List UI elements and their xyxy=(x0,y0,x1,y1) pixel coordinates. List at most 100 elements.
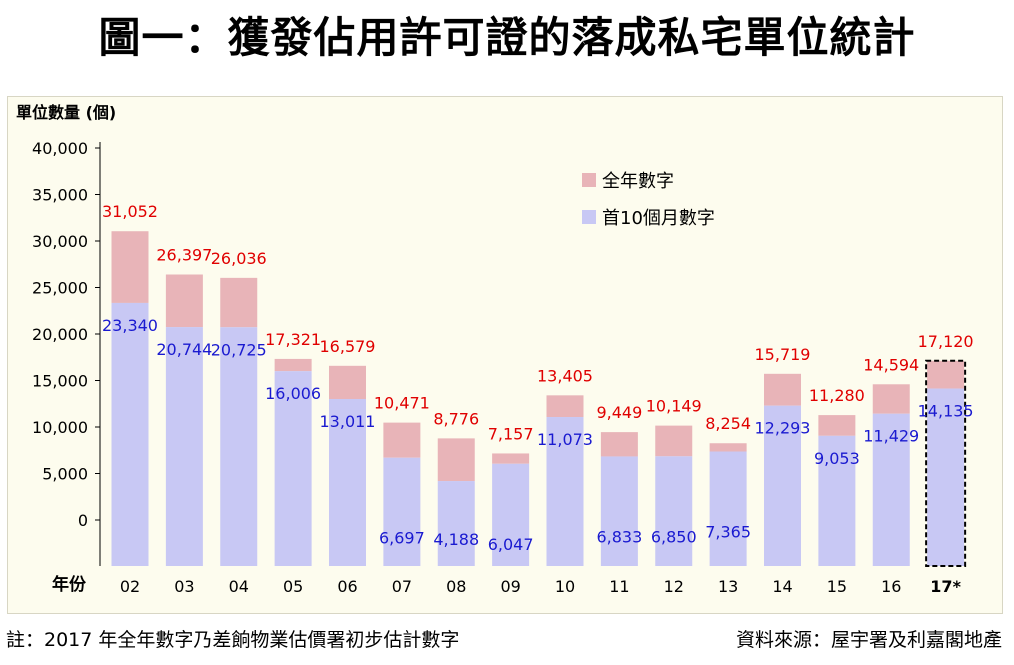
data-label-first-10-months: 13,011 xyxy=(320,412,376,431)
data-label-first-10-months: 12,293 xyxy=(755,419,811,438)
legend-swatch-full-year xyxy=(582,173,596,187)
bar-first-10-months xyxy=(927,388,965,566)
legend-label-first-10-months: 首10個月數字 xyxy=(602,208,715,229)
bar-first-10-months xyxy=(165,327,203,566)
x-axis-label: 年份 xyxy=(52,574,87,595)
y-tick-label: 5,000 xyxy=(42,465,88,484)
estimate-outline xyxy=(925,359,967,567)
data-label-full-year: 10,471 xyxy=(374,394,430,413)
x-tick-label: 17* xyxy=(930,577,961,596)
x-tick-label: 08 xyxy=(446,577,466,596)
bar-first-10-months xyxy=(709,451,747,566)
bar-full-year xyxy=(437,438,475,482)
x-tick-label: 09 xyxy=(500,577,520,596)
x-tick-label: 15 xyxy=(827,577,847,596)
data-label-full-year: 26,397 xyxy=(156,246,212,265)
x-tick-label: 04 xyxy=(229,577,249,596)
data-label-full-year: 31,052 xyxy=(102,202,158,221)
stacked-bar-chart: 單位數量 (個) 0 5,000 10,000 15,000 20,000 25,000 30… xyxy=(16,103,974,596)
y-tick-label: 15,000 xyxy=(32,372,88,391)
bar-full-year xyxy=(274,358,312,372)
x-tick-label: 13 xyxy=(718,577,738,596)
y-tick-label: 10,000 xyxy=(32,418,88,437)
y-tick-label: 30,000 xyxy=(32,232,88,251)
x-tick-label: 03 xyxy=(174,577,194,596)
x-tick-label: 10 xyxy=(555,577,575,596)
bar-first-10-months xyxy=(111,302,149,566)
bar-full-year xyxy=(383,422,421,458)
bar-first-10-months xyxy=(818,435,856,566)
y-tick-label: 40,000 xyxy=(32,139,88,158)
data-label-full-year: 7,157 xyxy=(488,424,534,443)
data-label-full-year: 17,120 xyxy=(918,332,974,351)
bar-full-year xyxy=(546,395,584,418)
data-label-full-year: 8,254 xyxy=(705,414,751,433)
data-label-first-10-months: 4,188 xyxy=(433,530,479,549)
data-label-first-10-months: 11,073 xyxy=(537,430,593,449)
x-tick-label: 07 xyxy=(392,577,412,596)
chart-title: 圖一：獲發佔用許可證的落成私宅單位統計 xyxy=(98,13,916,62)
x-tick-label: 05 xyxy=(283,577,303,596)
x-tick-label: 11 xyxy=(609,577,629,596)
source-note: 資料來源：屋宇署及利嘉閣地產 xyxy=(735,629,1002,651)
data-label-first-10-months: 23,340 xyxy=(102,316,158,335)
bar-first-10-months xyxy=(274,371,312,566)
data-label-first-10-months: 6,697 xyxy=(379,529,425,548)
data-label-full-year: 10,149 xyxy=(646,397,702,416)
y-axis-label: 單位數量 (個) xyxy=(16,103,116,122)
data-label-full-year: 26,036 xyxy=(211,249,267,268)
bar-first-10-months xyxy=(437,481,475,566)
bar-full-year xyxy=(655,425,693,457)
bar-full-year xyxy=(492,453,530,464)
bar-first-10-months xyxy=(383,457,421,566)
data-label-full-year: 13,405 xyxy=(537,366,593,385)
bar-full-year xyxy=(220,277,258,328)
data-label-full-year: 9,449 xyxy=(596,403,642,422)
data-label-full-year: 11,280 xyxy=(809,386,865,405)
bar-full-year xyxy=(818,415,856,436)
data-label-first-10-months: 11,429 xyxy=(863,427,919,446)
bar-first-10-months xyxy=(492,463,530,566)
data-label-full-year: 8,776 xyxy=(433,409,479,428)
x-tick-label: 06 xyxy=(337,577,357,596)
y-tick-label: 0 xyxy=(78,511,88,530)
y-tick-label: 25,000 xyxy=(32,279,88,298)
bar-first-10-months xyxy=(220,327,258,566)
x-tick-label: 14 xyxy=(772,577,792,596)
bar-full-year xyxy=(927,360,965,389)
data-label-first-10-months: 6,833 xyxy=(596,527,642,546)
bar-first-10-months xyxy=(546,417,584,566)
bar-full-year xyxy=(329,365,366,399)
bar-first-10-months xyxy=(872,413,910,566)
data-label-first-10-months: 16,006 xyxy=(265,384,321,403)
legend-swatch-first-10-months xyxy=(582,210,596,224)
data-label-first-10-months: 20,725 xyxy=(211,340,267,359)
bar-full-year xyxy=(709,443,747,452)
data-label-full-year: 15,719 xyxy=(755,345,811,364)
data-label-first-10-months: 9,053 xyxy=(814,449,860,468)
data-label-full-year: 14,594 xyxy=(863,355,919,374)
bar-first-10-months xyxy=(600,456,638,566)
data-label-first-10-months: 6,047 xyxy=(488,535,534,554)
data-label-first-10-months: 7,365 xyxy=(705,523,751,542)
data-label-first-10-months: 20,744 xyxy=(156,340,212,359)
x-tick-label: 16 xyxy=(881,577,901,596)
x-tick-label: 12 xyxy=(664,577,684,596)
data-label-full-year: 17,321 xyxy=(265,330,321,349)
data-label-first-10-months: 14,135 xyxy=(918,402,974,421)
bar-first-10-months xyxy=(329,398,366,566)
bar-full-year xyxy=(600,432,638,457)
bar-full-year xyxy=(764,373,801,406)
x-tick-label: 02 xyxy=(120,577,140,596)
y-tick-label: 20,000 xyxy=(32,325,88,344)
data-label-first-10-months: 6,850 xyxy=(651,527,697,546)
bar-first-10-months xyxy=(655,456,693,566)
bar-full-year xyxy=(165,274,203,328)
data-label-full-year: 16,579 xyxy=(320,337,376,356)
footnote: 註：2017 年全年數字乃差餉物業估價署初步估計數字 xyxy=(6,629,460,651)
legend-label-full-year: 全年數字 xyxy=(602,171,674,192)
bar-full-year xyxy=(872,384,910,414)
y-tick-label: 35,000 xyxy=(32,186,88,205)
bar-first-10-months xyxy=(764,405,801,566)
bar-full-year xyxy=(111,231,149,303)
